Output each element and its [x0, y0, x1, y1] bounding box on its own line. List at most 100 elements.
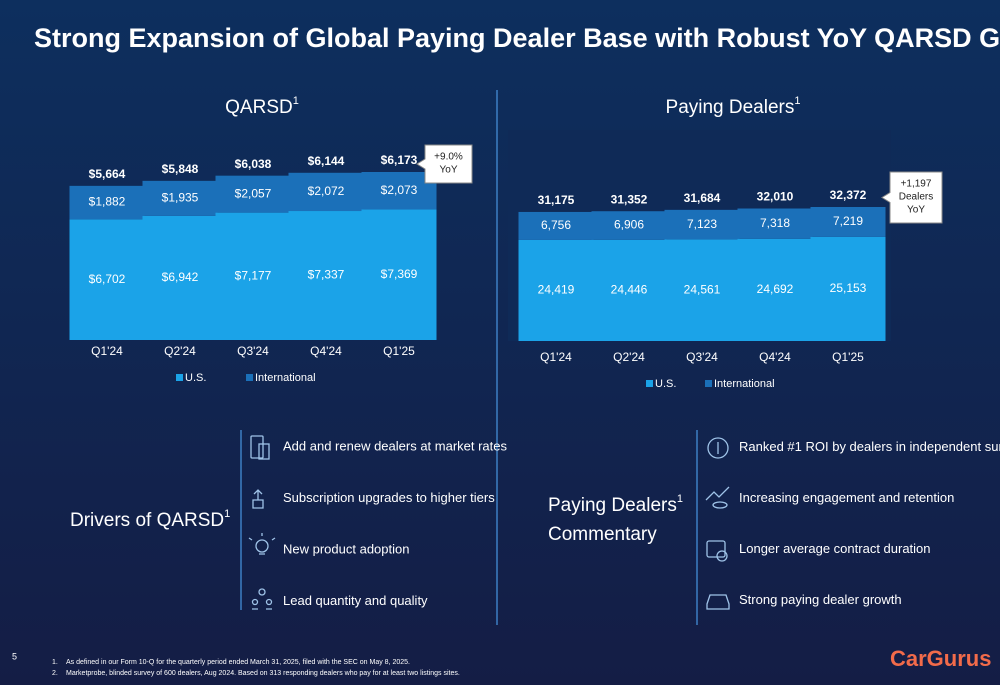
bar-segment	[215, 212, 291, 340]
legend-label: U.S.	[185, 372, 206, 384]
bar-segment	[664, 209, 740, 240]
total-label: 31,684	[684, 191, 721, 205]
legend-swatch	[246, 374, 253, 381]
bar-segment	[737, 208, 813, 239]
bar-segment	[518, 211, 594, 240]
title-sup: 1	[794, 95, 800, 107]
commentary-item: Longer average contract duration	[739, 541, 931, 556]
page-number: 5	[12, 651, 17, 661]
value-label: $7,177	[235, 268, 272, 282]
x-tick-label: Q2'24	[613, 350, 645, 364]
commentary-title: Commentary	[548, 524, 657, 545]
bar-segment	[142, 180, 218, 216]
bar-segment	[215, 175, 291, 213]
legend-label: U.S.	[655, 378, 676, 390]
value-label: $2,072	[308, 184, 345, 198]
value-label: $2,073	[381, 183, 418, 197]
bar-segment	[591, 239, 667, 341]
bar-segment	[591, 211, 667, 240]
driver-item: Subscription upgrades to higher tiers	[283, 490, 495, 505]
bar-segment	[69, 185, 145, 220]
item-text: Longer average contract duration	[739, 541, 931, 556]
x-tick-label: Q3'24	[237, 344, 269, 358]
value-label: 24,446	[611, 283, 648, 297]
bar-segment	[288, 172, 364, 212]
bar-segment	[810, 236, 886, 341]
bar-segment	[361, 209, 437, 340]
footnote-number: 1.	[52, 659, 58, 666]
value-label: $1,935	[162, 191, 199, 205]
legend-label: International	[255, 372, 316, 384]
value-label: 25,153	[830, 281, 867, 295]
value-label: $1,882	[89, 195, 126, 209]
commentary-item: Strong paying dealer growth	[739, 592, 902, 607]
value-label: $6,942	[162, 270, 199, 284]
total-label: $6,173	[381, 153, 418, 167]
x-tick-label: Q1'25	[383, 344, 415, 358]
bar-segment	[664, 239, 740, 341]
drivers-title: Drivers of QARSD1	[70, 508, 230, 531]
bar-segment	[737, 238, 813, 341]
annotation-box	[881, 171, 943, 224]
x-tick-label: Q1'25	[832, 350, 864, 364]
annotation-box	[416, 144, 473, 184]
title-sup: 1	[293, 95, 299, 107]
item-text: Strong paying dealer growth	[739, 592, 902, 607]
value-label: $2,057	[235, 186, 272, 200]
driver-item: Add and renew dealers at market rates	[283, 438, 508, 453]
annotation-text: +9.0%	[434, 152, 463, 163]
commentary-title: Paying Dealers1	[548, 493, 683, 516]
item-text: Ranked #1 ROI by dealers in independent …	[739, 439, 1000, 454]
bar-segment	[142, 215, 218, 340]
title-text: Paying Dealers	[666, 97, 795, 118]
bar-segment	[518, 239, 594, 341]
commentary-item: Ranked #1 ROI by dealers in independent …	[739, 438, 1000, 454]
value-label: $7,337	[308, 268, 345, 282]
total-label: 32,372	[830, 188, 867, 202]
value-label: 24,419	[538, 283, 575, 297]
footnote-number: 2.	[52, 670, 58, 677]
legend-swatch	[646, 380, 653, 387]
value-label: $7,369	[381, 267, 418, 281]
commentary-item: Increasing engagement and retention	[739, 490, 954, 505]
total-label: $6,144	[308, 154, 345, 168]
legend-label: International	[714, 378, 775, 390]
bar-segment	[69, 219, 145, 340]
footnote-text: As defined in our Form 10-Q for the quar…	[66, 659, 410, 666]
value-label: 7,318	[760, 216, 790, 230]
logo: CarGurus	[890, 646, 991, 671]
legend-swatch	[705, 380, 712, 387]
x-tick-label: Q3'24	[686, 350, 718, 364]
footnote-text: Marketprobe, blinded survey of 600 deale…	[66, 670, 460, 677]
total-label: 31,175	[538, 193, 575, 207]
annotation-text: +1,197	[901, 179, 932, 190]
bar-segment	[288, 211, 364, 340]
value-label: 6,906	[614, 218, 644, 232]
x-tick-label: Q2'24	[164, 344, 196, 358]
item-text: Increasing engagement and retention	[739, 490, 954, 505]
title-text: QARSD	[225, 97, 293, 118]
total-label: $5,848	[162, 162, 199, 176]
total-label: $6,038	[235, 157, 272, 171]
chart-title: QARSD1	[225, 95, 299, 118]
bar-segment	[361, 172, 437, 210]
icons	[248, 435, 730, 610]
x-tick-label: Q4'24	[759, 350, 791, 364]
chart-title: Paying Dealers1	[666, 95, 801, 118]
driver-item: Lead quantity and quality	[283, 593, 428, 608]
legend-swatch	[176, 374, 183, 381]
value-label: 7,123	[687, 217, 717, 231]
value-label: 24,561	[684, 282, 721, 296]
total-label: 32,010	[757, 190, 794, 204]
total-label: 31,352	[611, 192, 648, 206]
x-tick-label: Q1'24	[91, 344, 123, 358]
slide-title: Strong Expansion of Global Paying Dealer…	[34, 23, 1000, 53]
bar-segment	[810, 207, 886, 237]
annotation-text: YoY	[440, 165, 458, 176]
value-label: 7,219	[833, 214, 863, 228]
annotation-text: Dealers	[899, 192, 933, 203]
x-tick-label: Q4'24	[310, 344, 342, 358]
driver-item: New product adoption	[283, 541, 409, 556]
